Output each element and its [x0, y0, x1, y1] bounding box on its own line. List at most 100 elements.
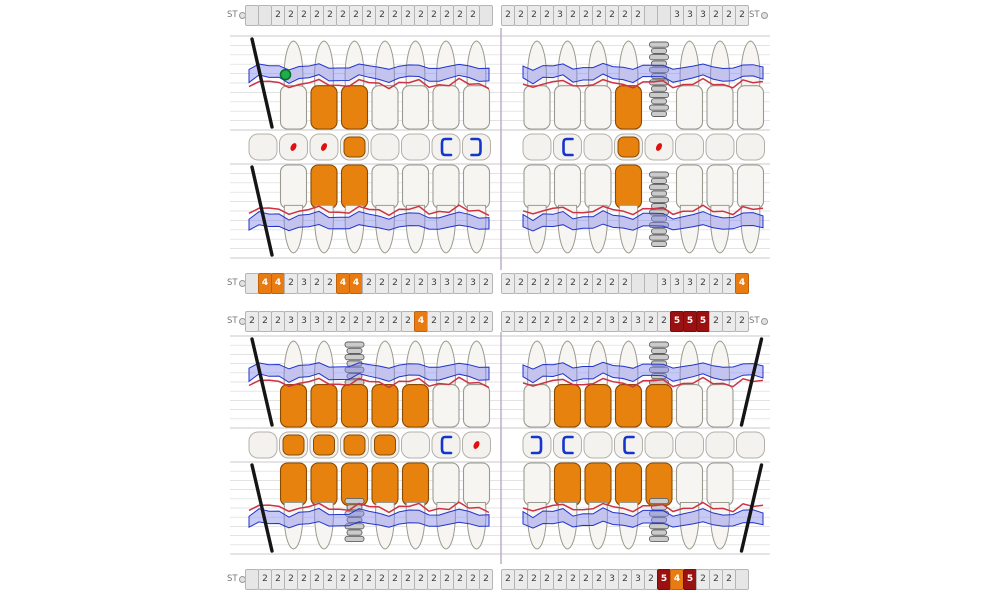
pocket-depth-cell[interactable]: 2 [540, 4, 554, 26]
pocket-depth-cell[interactable]: 2 [453, 310, 467, 332]
tooth[interactable] [675, 164, 704, 254]
tooth[interactable] [523, 462, 551, 550]
pocket-depth-cell[interactable]: 2 [336, 310, 350, 332]
pocket-depth-cell[interactable]: 2 [336, 568, 350, 590]
pocket-depth-cell[interactable]: 4 [271, 272, 285, 294]
pocket-depth-cell[interactable]: 2 [414, 272, 428, 294]
occlusal-cell[interactable] [553, 431, 582, 459]
pocket-depth-cell[interactable]: 2 [631, 4, 645, 26]
pocket-depth-cell[interactable]: 4 [336, 272, 350, 294]
pocket-depth-cell[interactable]: 2 [592, 568, 606, 590]
pocket-depth-cell[interactable]: 2 [401, 568, 415, 590]
pocket-depth-cell[interactable]: 2 [618, 272, 632, 294]
pocket-depth-cell[interactable]: 2 [514, 272, 528, 294]
pocket-depth-cell[interactable]: 2 [401, 272, 415, 294]
pocket-depth-cell[interactable]: 2 [605, 4, 619, 26]
pocket-depth-cell[interactable]: 2 [618, 310, 632, 332]
pocket-depth-cell[interactable]: 2 [271, 310, 285, 332]
tooth[interactable] [706, 164, 734, 254]
pocket-depth-cell[interactable]: 2 [297, 4, 311, 26]
tooth[interactable] [523, 340, 551, 428]
tooth[interactable] [279, 462, 308, 550]
tooth[interactable] [553, 462, 582, 550]
pocket-depth-cell[interactable]: 2 [735, 4, 749, 26]
pocket-depth-cell[interactable]: 2 [401, 4, 415, 26]
implant[interactable] [649, 171, 669, 247]
green-finding-marker[interactable] [279, 68, 292, 81]
pocket-depth-cell[interactable]: 2 [709, 310, 723, 332]
pocket-depth-cell[interactable]: 3 [670, 272, 684, 294]
occlusal-cell[interactable] [675, 431, 704, 459]
occlusal-cell[interactable] [370, 133, 400, 161]
pocket-depth-cell[interactable]: 2 [310, 272, 324, 294]
occlusal-cell[interactable] [644, 133, 674, 161]
occlusal-cell[interactable] [553, 133, 582, 161]
pocket-depth-cell[interactable]: 2 [553, 310, 567, 332]
pocket-depth-cell[interactable]: 2 [388, 310, 402, 332]
pocket-depth-cell[interactable]: 2 [388, 272, 402, 294]
occlusal-cell[interactable] [340, 133, 369, 161]
pocket-depth-cell[interactable]: 2 [362, 4, 376, 26]
tooth[interactable] [462, 462, 491, 550]
pocket-depth-cell[interactable]: 2 [618, 568, 632, 590]
pocket-depth-cell[interactable]: 2 [323, 310, 337, 332]
tooth[interactable] [371, 40, 399, 130]
occlusal-cell[interactable] [522, 133, 552, 161]
pocket-depth-cell[interactable]: 2 [501, 310, 515, 332]
pocket-depth-cell[interactable]: 3 [427, 272, 441, 294]
occlusal-cell[interactable] [614, 133, 643, 161]
tooth[interactable] [736, 164, 765, 254]
pocket-depth-cell[interactable]: 2 [618, 4, 632, 26]
pocket-depth-cell[interactable]: 2 [310, 568, 324, 590]
pocket-depth-cell[interactable] [245, 272, 259, 294]
implant[interactable] [645, 341, 673, 428]
pocket-depth-cell[interactable]: 4 [349, 272, 363, 294]
occlusal-cell[interactable] [248, 133, 278, 161]
pocket-depth-cell[interactable]: 2 [388, 4, 402, 26]
pocket-depth-cell[interactable]: 4 [258, 272, 272, 294]
tooth[interactable] [706, 40, 734, 130]
tooth[interactable] [614, 164, 643, 254]
pocket-depth-cell[interactable]: 3 [657, 272, 671, 294]
pocket-depth-cell[interactable]: 2 [427, 310, 441, 332]
pocket-depth-cell[interactable]: 3 [297, 310, 311, 332]
pocket-depth-cell[interactable]: 2 [284, 272, 298, 294]
pocket-depth-cell[interactable]: 2 [310, 4, 324, 26]
pocket-depth-cell[interactable]: 2 [479, 568, 493, 590]
pocket-depth-cell[interactable]: 2 [245, 310, 259, 332]
pocket-depth-cell[interactable]: 2 [696, 568, 710, 590]
pocket-depth-cell[interactable]: 3 [440, 272, 454, 294]
pocket-depth-cell[interactable]: 2 [362, 310, 376, 332]
pocket-depth-cell[interactable]: 2 [605, 272, 619, 294]
pocket-depth-cell[interactable]: 2 [440, 310, 454, 332]
occlusal-cell[interactable] [522, 431, 552, 459]
pocket-depth-cell[interactable]: 2 [592, 272, 606, 294]
pocket-depth-cell[interactable]: 2 [258, 310, 272, 332]
pocket-depth-cell[interactable]: 3 [466, 272, 480, 294]
pocket-depth-cell[interactable]: 2 [349, 4, 363, 26]
implant[interactable] [645, 462, 673, 542]
pocket-depth-cell[interactable]: 2 [466, 310, 480, 332]
tooth[interactable] [614, 340, 643, 428]
pocket-depth-cell[interactable]: 2 [414, 4, 428, 26]
pocket-depth-cell[interactable]: 2 [336, 4, 350, 26]
pocket-depth-cell[interactable]: 2 [540, 568, 554, 590]
pocket-depth-cell[interactable]: 2 [644, 310, 658, 332]
pocket-depth-cell[interactable]: 2 [735, 310, 749, 332]
occlusal-cell[interactable] [279, 133, 308, 161]
pocket-depth-cell[interactable]: 2 [271, 4, 285, 26]
pocket-depth-cell[interactable]: 2 [427, 568, 441, 590]
pocket-depth-cell[interactable]: 2 [553, 272, 567, 294]
occlusal-cell[interactable] [309, 133, 339, 161]
pocket-depth-cell[interactable]: 2 [323, 568, 337, 590]
pocket-depth-cell[interactable]: 3 [670, 4, 684, 26]
tooth[interactable] [706, 462, 734, 550]
pocket-depth-cell[interactable]: 2 [388, 568, 402, 590]
tooth[interactable] [279, 164, 308, 254]
pocket-depth-cell[interactable]: 2 [527, 4, 541, 26]
pocket-depth-cell[interactable]: 2 [501, 272, 515, 294]
tooth[interactable] [736, 40, 765, 130]
pocket-depth-cell[interactable]: 3 [553, 4, 567, 26]
pocket-depth-cell[interactable]: 2 [709, 4, 723, 26]
tooth[interactable] [432, 164, 460, 254]
